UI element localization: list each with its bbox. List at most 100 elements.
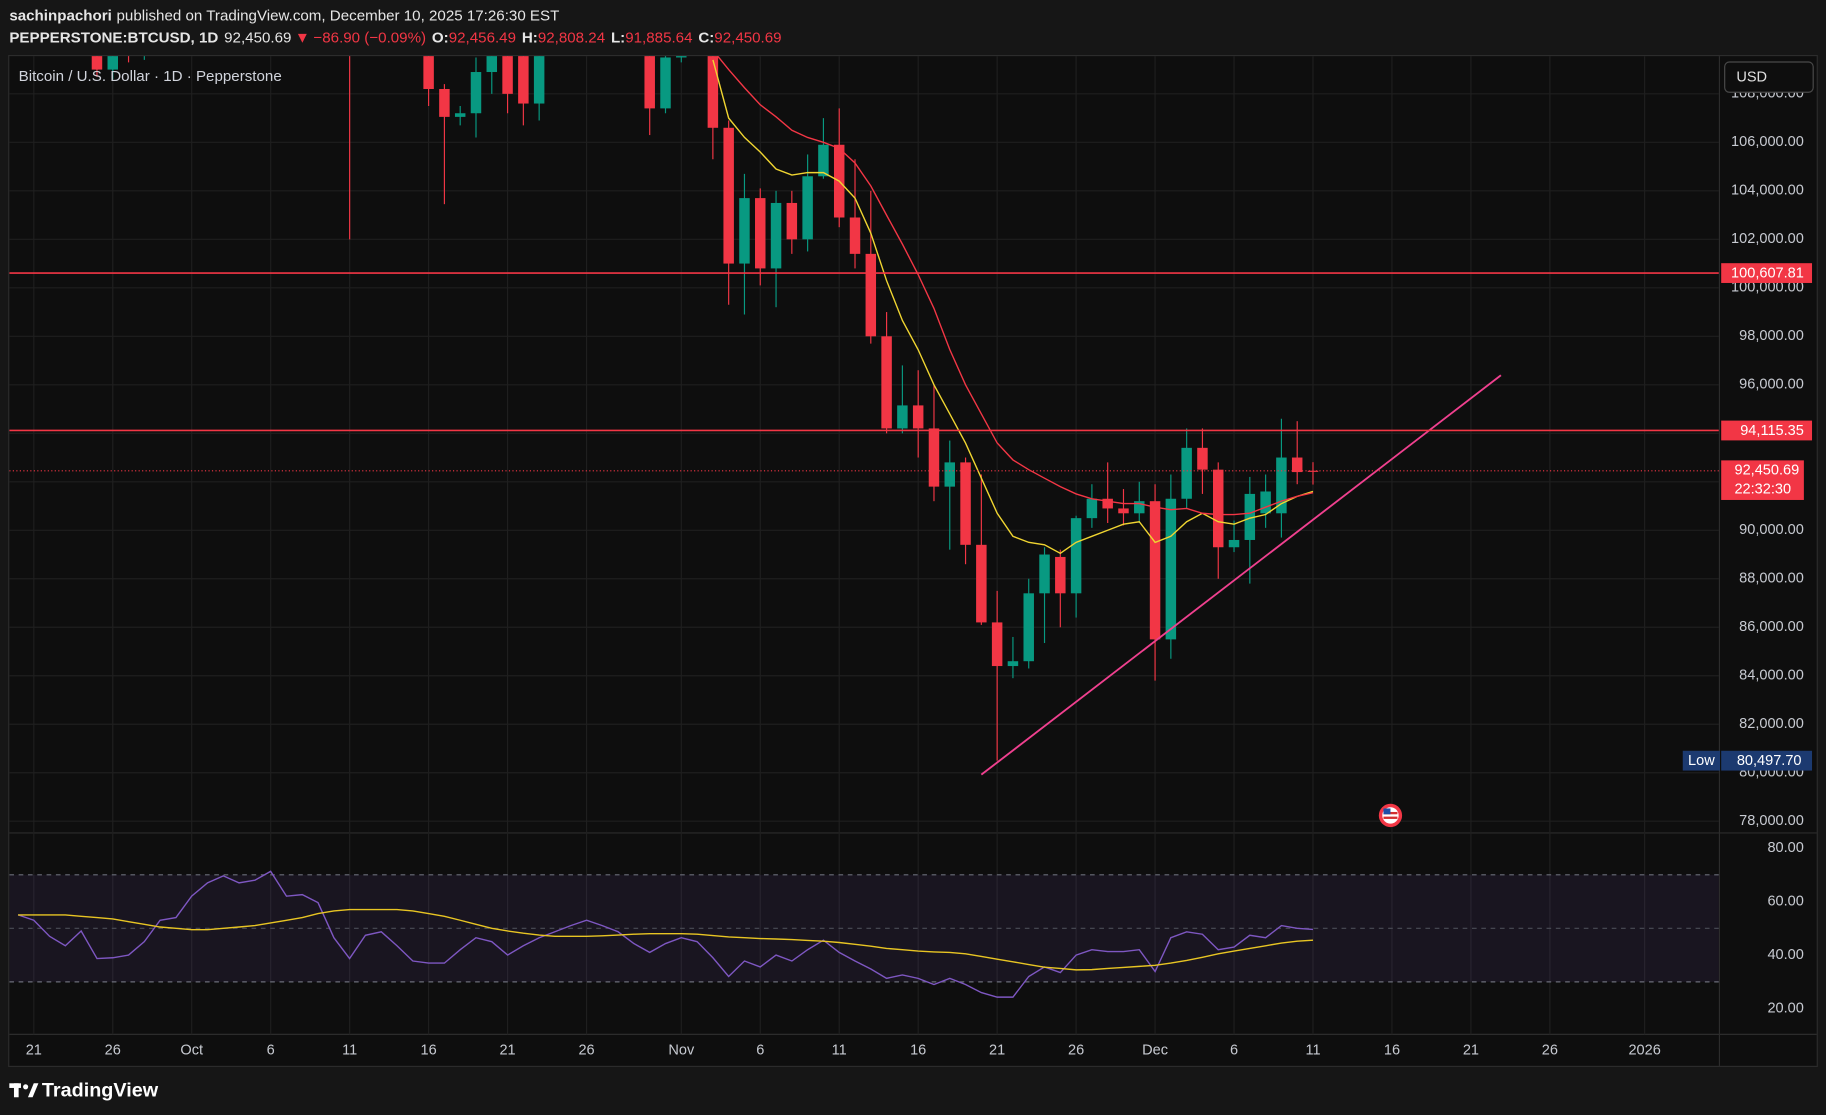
candle-body <box>1291 457 1303 473</box>
x-tick-label: 11 <box>832 1043 847 1059</box>
candle-body <box>660 57 671 109</box>
low-value: 91,885.64 <box>625 30 692 47</box>
candle-body <box>849 217 861 254</box>
y-tick-label: 104,000.00 <box>1731 183 1804 199</box>
event-flag[interactable] <box>1378 803 1403 828</box>
candle-body <box>1070 518 1082 594</box>
x-tick-label: 26 <box>578 1043 594 1059</box>
series-line <box>17 870 1314 998</box>
x-tick-label: 21 <box>989 1043 1005 1059</box>
change-arrow: ▼ <box>295 30 310 47</box>
chart-legend: Bitcoin / U.S. Dollar · 1D · Pepperstone <box>19 68 282 85</box>
currency-button[interactable]: USD <box>1724 61 1814 93</box>
candle-body <box>1260 491 1271 514</box>
x-tick-label: Oct <box>180 1043 203 1059</box>
y-tick-label: 40.00 <box>1767 947 1803 963</box>
price-label-box <box>1721 263 1813 283</box>
candle-body <box>865 253 877 337</box>
candle-body <box>928 428 940 487</box>
x-tick-label: 21 <box>1463 1043 1479 1059</box>
high-label: H: <box>522 30 538 47</box>
candle-body <box>897 405 908 429</box>
candle-body <box>1134 501 1145 514</box>
y-tick-label: 20.00 <box>1767 1001 1803 1017</box>
x-tick-label: 2026 <box>1628 1043 1660 1059</box>
x-tick-label: 21 <box>499 1043 515 1059</box>
rsi-band <box>9 874 1719 982</box>
publisher-line: sachinpachori published on TradingView.co… <box>9 8 559 25</box>
y-tick-label: 84,000.00 <box>1739 668 1804 684</box>
y-tick-label: 88,000.00 <box>1739 571 1804 587</box>
low-label-box <box>1721 750 1813 771</box>
candle-body <box>91 56 103 70</box>
grid <box>9 56 1719 1035</box>
candle-body <box>439 88 450 117</box>
symbol: PEPPERSTONE:BTCUSD, 1D <box>9 30 218 47</box>
y-tick-label: 100,000.00 <box>1731 280 1804 296</box>
close-value: 92,450.69 <box>714 30 781 47</box>
x-tick-label: 11 <box>342 1043 357 1059</box>
price-label-box <box>1721 420 1813 441</box>
candle-body <box>486 56 498 73</box>
candle-body <box>1228 539 1240 548</box>
candle-body <box>1181 447 1192 499</box>
logo-mark <box>23 1084 29 1090</box>
candle-body <box>944 462 956 487</box>
candle-body <box>786 202 798 240</box>
candle-body <box>107 56 118 70</box>
low-tag-box <box>1682 750 1721 771</box>
candle-body <box>1197 447 1208 470</box>
candle-body <box>1244 493 1256 540</box>
series-line <box>712 59 1314 555</box>
header: sachinpachori published on TradingView.co… <box>9 8 781 47</box>
candle-body <box>1023 593 1034 662</box>
flag-canton <box>1383 808 1391 815</box>
flag-stripe <box>1383 816 1398 819</box>
symbol-line: PEPPERSTONE:BTCUSD, 1D 92,450.69 ▼ −86.90 (… <box>9 30 781 47</box>
candle-body <box>518 56 529 104</box>
x-tick-label: 6 <box>1230 1043 1238 1059</box>
close-label: C: <box>698 30 714 47</box>
candle-body <box>707 56 719 128</box>
series-line <box>716 56 1314 516</box>
y-tick-label: 98,000.00 <box>1739 328 1804 344</box>
candle-body <box>1212 469 1224 548</box>
candle-body <box>1039 554 1050 594</box>
open-value: 92,456.49 <box>449 30 516 47</box>
x-tick-label: 16 <box>1384 1043 1400 1059</box>
low-label: L: <box>611 30 625 47</box>
candle-body <box>739 198 750 264</box>
candle-body <box>1086 498 1098 519</box>
candle-body <box>818 144 829 177</box>
logo-mark <box>13 1083 19 1098</box>
candle-body <box>991 622 1003 667</box>
x-tick-label: 6 <box>267 1043 275 1059</box>
x-tick-label: Nov <box>668 1043 695 1059</box>
candle-body <box>976 544 987 623</box>
price-pane <box>9 56 1719 776</box>
y-tick-label: 96,000.00 <box>1739 377 1804 393</box>
candle-body <box>723 127 734 264</box>
rsi-pane <box>9 870 1719 998</box>
y-tick-label: 102,000.00 <box>1731 231 1804 247</box>
y-tick-label: 78,000.00 <box>1739 813 1804 829</box>
currency-button-box[interactable] <box>1724 61 1814 93</box>
high-value: 92,808.24 <box>538 30 605 47</box>
logo-mark <box>27 1083 39 1098</box>
candle-body <box>802 176 813 240</box>
x-tick-label: 26 <box>1068 1043 1084 1059</box>
currency-button-label[interactable]: USD <box>1736 70 1767 86</box>
published-info: published on TradingView.com, December 1… <box>117 8 560 25</box>
candle-body <box>423 56 434 89</box>
x-tick-label: 6 <box>756 1043 764 1059</box>
candle-body <box>1055 556 1066 594</box>
y-tick-label: 90,000.00 <box>1739 522 1804 538</box>
last-price-label: 92,450.69 <box>1734 463 1799 479</box>
logo-text: TradingView <box>42 1080 159 1102</box>
publisher: sachinpachori <box>9 8 112 25</box>
x-tick-label: 16 <box>910 1043 926 1059</box>
candle-body <box>676 56 687 58</box>
series-line <box>18 908 1314 971</box>
y-tick-label: 82,000.00 <box>1739 716 1804 732</box>
x-tick-label: 16 <box>421 1043 437 1059</box>
